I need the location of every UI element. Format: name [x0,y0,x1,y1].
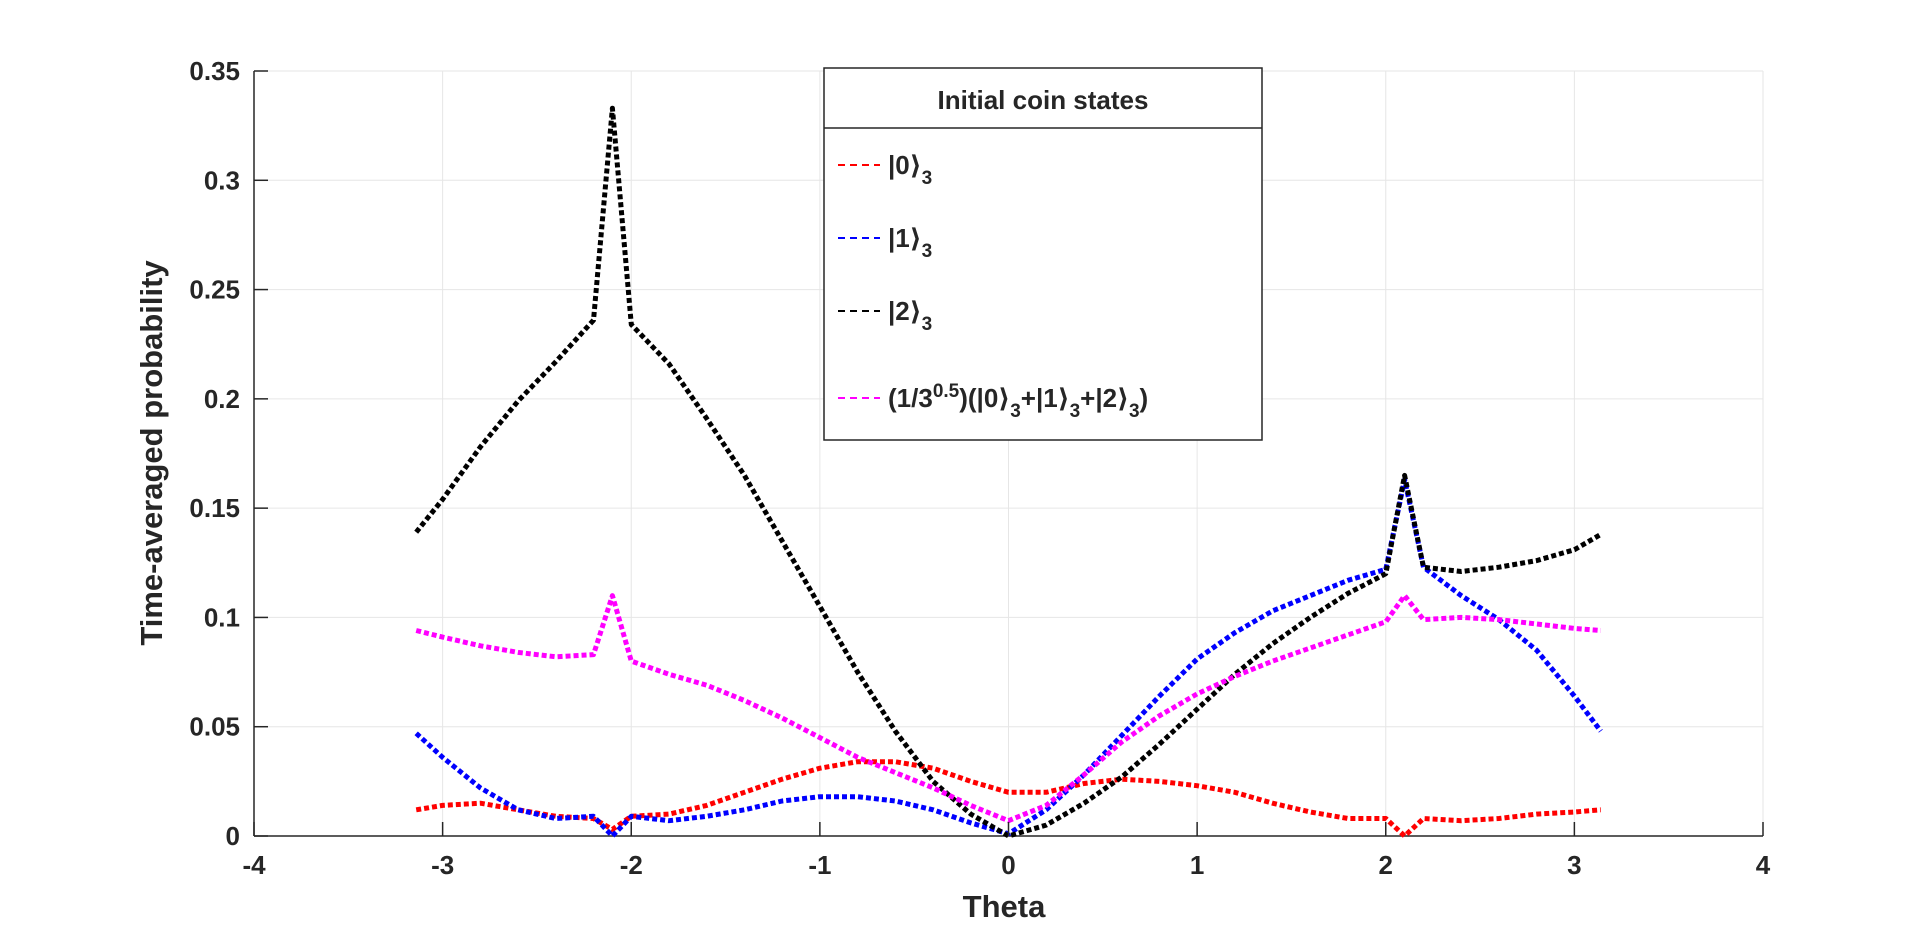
x-tick-label: 1 [1190,850,1204,880]
y-tick-label: 0.3 [204,165,240,195]
x-tick-label: -4 [242,850,266,880]
x-tick-label: 4 [1756,850,1771,880]
series-line-3 [415,593,1601,824]
y-tick-label: 0.15 [189,493,240,523]
legend-label: |0⟩3 [888,150,932,189]
ticks-layer: -4 -3 -2 -1 0 1 2 3 4 0 0.05 0.1 0.15 0.2 0.25 0.3 0.35 [189,56,1770,880]
legend-label: |2⟩3 [888,296,932,335]
y-tick-label: 0.05 [189,712,240,742]
legend-label: (1/30.5)(|0⟩3+|1⟩3+|2⟩3) [888,381,1148,422]
series-line-0 [415,759,1602,839]
series-line-2 [414,105,1603,839]
legend: Initial coin states |0⟩3 |1⟩3 |2⟩3 (1/30.5)… [823,67,1263,441]
y-tick-label: 0 [226,821,240,851]
legend-title: Initial coin states [938,85,1149,115]
legend-entry-2: |2⟩3 [838,296,932,335]
legend-entry-1: |1⟩3 [838,223,932,262]
y-tick-label: 0.25 [189,275,240,305]
x-tick-label: 2 [1379,850,1393,880]
y-tick-label: 0.35 [189,56,240,86]
legend-entry-3: (1/30.5)(|0⟩3+|1⟩3+|2⟩3) [838,381,1148,422]
x-axis-label: Theta [963,889,1046,924]
x-tick-label: -3 [431,850,454,880]
x-tick-label: 3 [1567,850,1581,880]
x-tick-label: -2 [620,850,643,880]
legend-box [823,67,1263,441]
legend-label: |1⟩3 [888,223,932,262]
y-tick-label: 0.2 [204,384,240,414]
x-tick-label: -1 [808,850,831,880]
legend-entries: |0⟩3 |1⟩3 |2⟩3 (1/30.5)(|0⟩3+|1⟩3+|2⟩3) [838,150,1148,422]
legend-entry-0: |0⟩3 [838,150,932,189]
y-axis-label: Time-averaged probability [134,260,169,646]
y-tick-label: 0.1 [204,602,240,632]
x-tick-label: 0 [1001,850,1015,880]
